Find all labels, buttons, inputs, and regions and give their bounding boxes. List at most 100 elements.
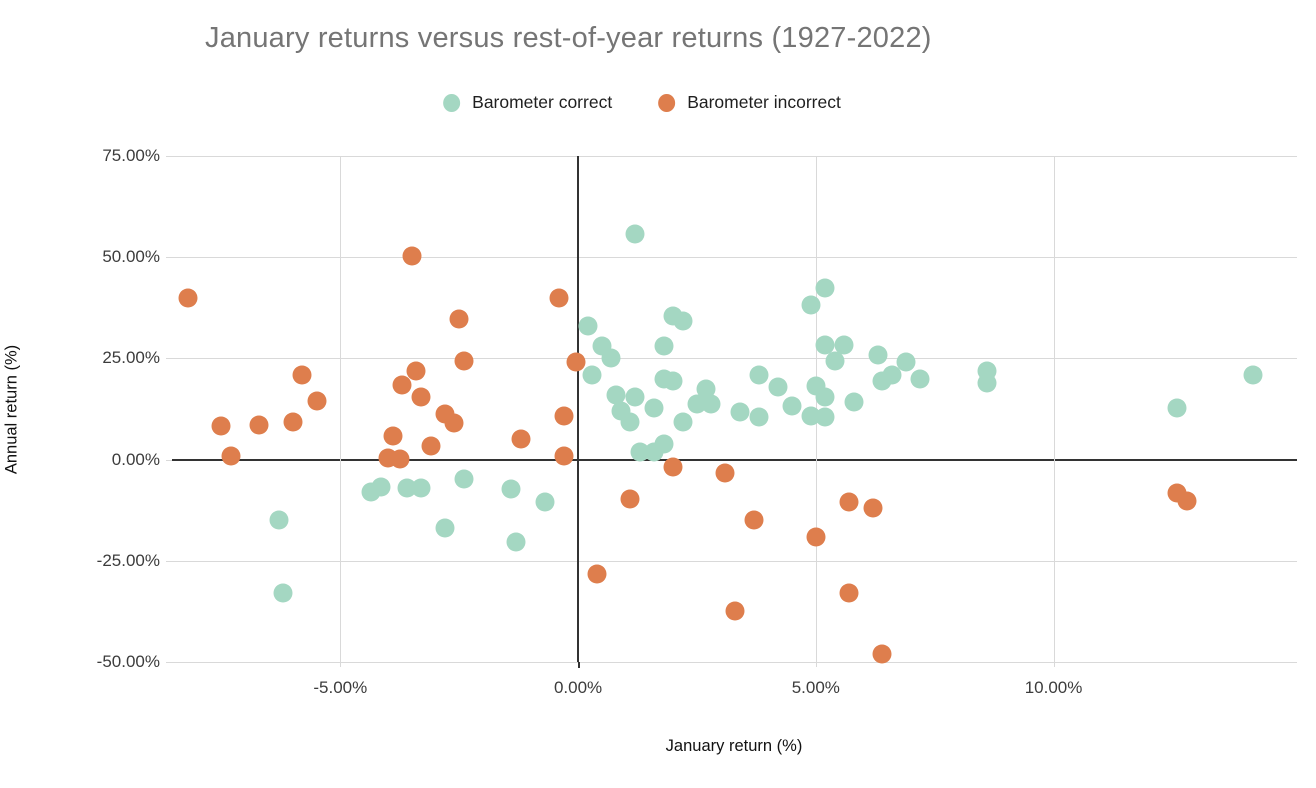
x-tick-label: -5.00% xyxy=(313,678,368,697)
data-point-barometer-incorrect xyxy=(178,288,198,308)
legend-item-barometer-incorrect: Barometer incorrect xyxy=(658,92,841,113)
y-tick-label: -25.00% xyxy=(96,550,160,570)
data-point-barometer-incorrect xyxy=(872,644,892,664)
data-point-barometer-correct xyxy=(501,479,521,499)
data-point-barometer-incorrect xyxy=(449,309,469,329)
data-point-barometer-incorrect xyxy=(806,527,826,546)
data-point-barometer-incorrect xyxy=(663,457,683,477)
legend-swatch-correct-icon xyxy=(443,93,461,112)
legend-label-correct: Barometer correct xyxy=(472,92,613,112)
data-point-barometer-correct xyxy=(868,345,888,365)
x-gridline xyxy=(340,156,342,662)
data-point-barometer-correct xyxy=(815,387,835,407)
legend-swatch-incorrect-icon xyxy=(658,93,676,112)
y-tick-mark xyxy=(166,662,172,663)
data-point-barometer-incorrect xyxy=(221,446,241,466)
data-point-barometer-correct xyxy=(768,377,788,397)
data-point-barometer-incorrect xyxy=(249,415,269,435)
data-point-barometer-correct xyxy=(730,402,750,422)
x-tick-label: 10.00% xyxy=(1024,678,1083,697)
y-zero-axis-line xyxy=(172,458,1297,461)
x-tick-mark xyxy=(1053,662,1055,667)
data-point-barometer-incorrect xyxy=(392,375,412,395)
data-point-barometer-correct xyxy=(654,434,674,454)
data-point-barometer-correct xyxy=(654,336,674,356)
data-point-barometer-incorrect xyxy=(839,583,859,603)
data-point-barometer-correct xyxy=(601,348,621,368)
x-tick-label: 5.00% xyxy=(791,678,840,697)
data-point-barometer-correct xyxy=(844,392,864,412)
data-point-barometer-incorrect xyxy=(715,463,735,483)
data-point-barometer-incorrect xyxy=(744,510,764,530)
y-tick-mark xyxy=(166,257,172,259)
x-axis-title: January return (%) xyxy=(665,737,803,755)
data-point-barometer-correct xyxy=(801,295,821,315)
data-point-barometer-incorrect xyxy=(402,246,422,266)
data-point-barometer-correct xyxy=(673,412,693,432)
data-point-barometer-incorrect xyxy=(307,391,327,411)
data-point-barometer-correct xyxy=(273,583,293,603)
plot-area xyxy=(172,156,1297,664)
x-tick-mark xyxy=(340,662,342,667)
data-point-barometer-incorrect xyxy=(406,361,426,381)
data-point-barometer-correct xyxy=(782,396,802,416)
x-zero-axis-line xyxy=(577,156,580,662)
data-point-barometer-incorrect xyxy=(620,489,640,509)
data-point-barometer-incorrect xyxy=(454,351,474,371)
x-tick-label: 0.00% xyxy=(553,678,603,697)
data-point-barometer-correct xyxy=(578,316,598,336)
data-point-barometer-correct xyxy=(644,398,664,418)
y-tick-label: 25.00% xyxy=(102,348,160,368)
data-point-barometer-incorrect xyxy=(292,365,312,385)
data-point-barometer-incorrect xyxy=(511,429,531,449)
data-point-barometer-correct xyxy=(625,387,645,407)
data-point-barometer-correct xyxy=(535,492,555,512)
data-point-barometer-correct xyxy=(701,394,721,414)
y-tick-label: 0.00% xyxy=(111,449,160,469)
y-gridline xyxy=(172,560,1297,562)
data-point-barometer-correct xyxy=(882,365,902,385)
legend-item-barometer-correct: Barometer correct xyxy=(443,92,612,113)
data-point-barometer-correct xyxy=(625,224,645,244)
data-point-barometer-correct xyxy=(749,407,769,427)
legend: Barometer correct Barometer incorrect xyxy=(443,92,841,113)
data-point-barometer-incorrect xyxy=(383,426,403,446)
y-gridline xyxy=(172,156,1297,157)
data-point-barometer-correct xyxy=(910,369,930,389)
data-point-barometer-correct xyxy=(454,469,474,489)
y-tick-mark xyxy=(166,358,172,360)
data-point-barometer-incorrect xyxy=(554,446,574,466)
data-point-barometer-correct xyxy=(815,407,835,427)
x-tick-mark xyxy=(578,662,581,668)
data-point-barometer-correct xyxy=(630,442,650,461)
data-point-barometer-correct xyxy=(435,518,455,538)
data-point-barometer-incorrect xyxy=(390,449,410,469)
y-tick-label: 50.00% xyxy=(102,247,160,267)
x-tick-mark xyxy=(815,662,817,667)
data-point-barometer-correct xyxy=(371,477,391,497)
data-point-barometer-correct xyxy=(834,335,854,355)
data-point-barometer-correct xyxy=(663,371,683,391)
data-point-barometer-correct xyxy=(896,352,916,372)
data-point-barometer-correct xyxy=(673,311,693,331)
y-gridline xyxy=(172,358,1297,360)
y-axis-title: Annual return (%) xyxy=(2,344,21,475)
data-point-barometer-incorrect xyxy=(1177,491,1197,511)
data-point-barometer-incorrect xyxy=(421,436,441,456)
data-point-barometer-correct xyxy=(582,365,602,385)
data-point-barometer-correct xyxy=(269,510,288,530)
data-point-barometer-incorrect xyxy=(725,601,745,621)
data-point-barometer-correct xyxy=(749,365,769,385)
y-gridline xyxy=(172,662,1297,663)
data-point-barometer-incorrect xyxy=(444,413,464,433)
data-point-barometer-incorrect xyxy=(549,288,569,308)
data-point-barometer-incorrect xyxy=(863,498,883,518)
data-point-barometer-correct xyxy=(411,478,431,498)
data-point-barometer-correct xyxy=(397,478,417,498)
data-point-barometer-correct xyxy=(801,406,821,426)
data-point-barometer-correct xyxy=(620,412,640,432)
data-point-barometer-correct xyxy=(687,394,707,414)
data-point-barometer-incorrect xyxy=(211,416,231,436)
data-point-barometer-correct xyxy=(825,351,845,371)
